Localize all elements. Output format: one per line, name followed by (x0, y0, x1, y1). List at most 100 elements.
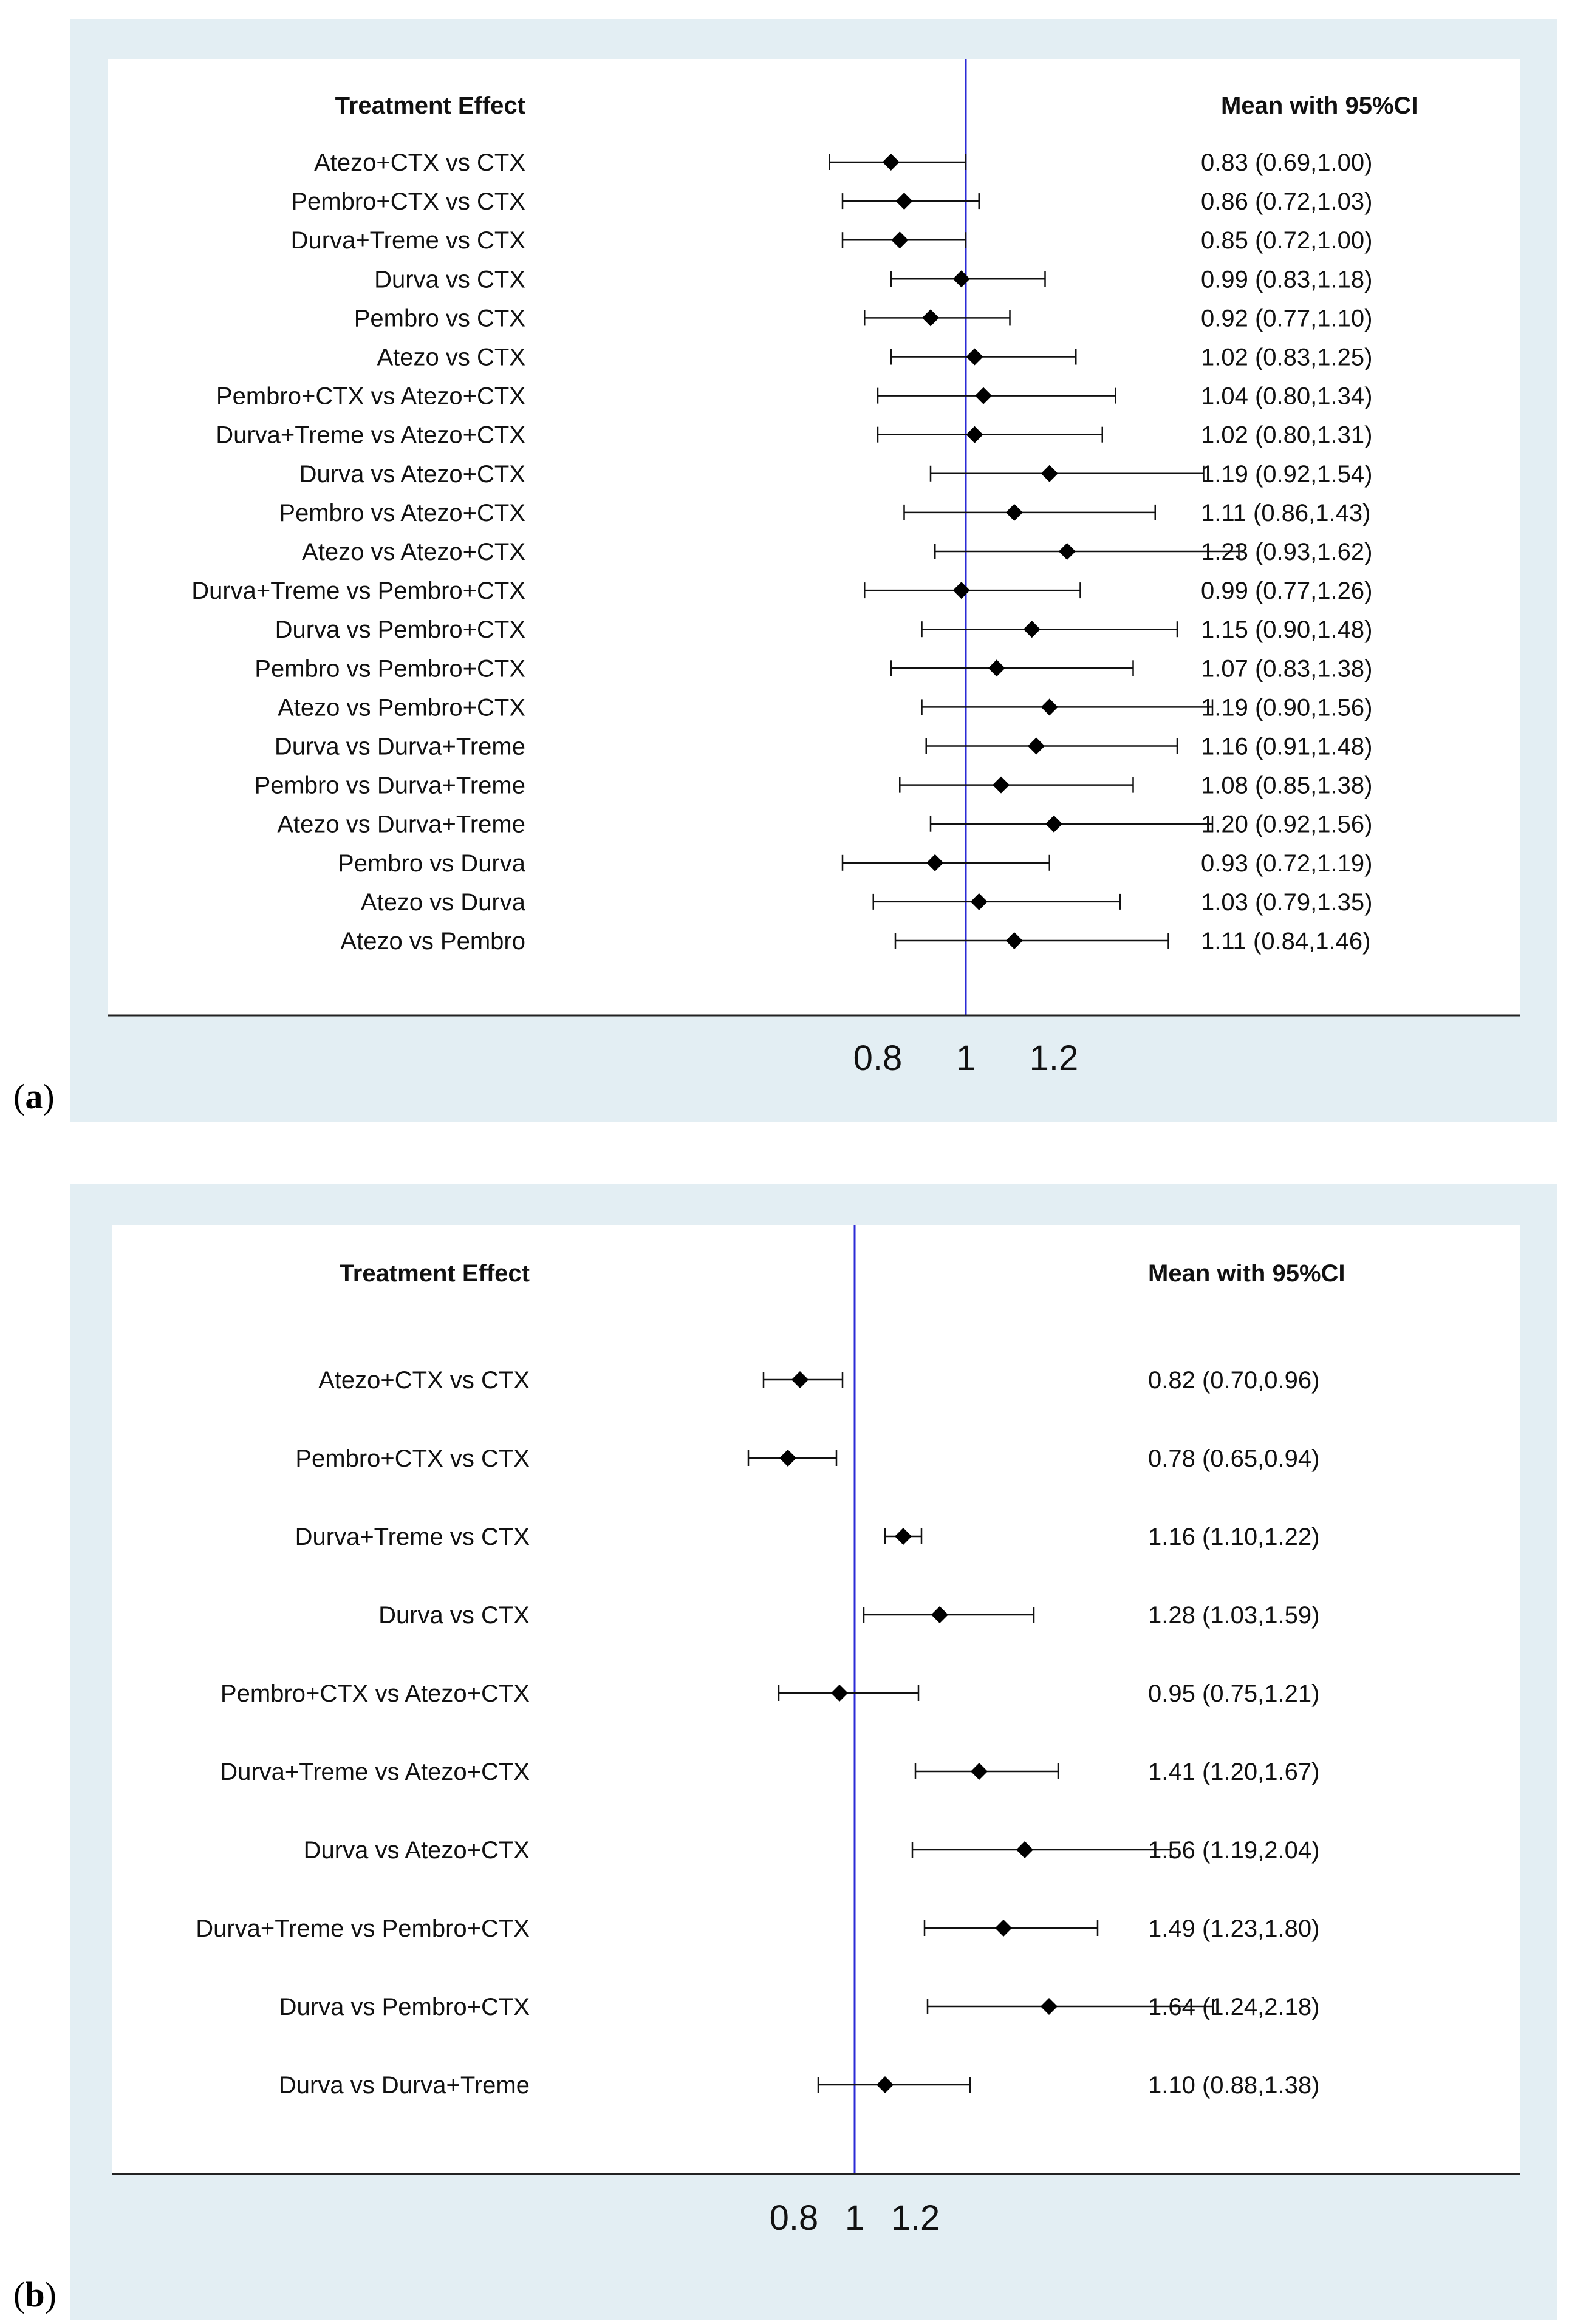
panel-a-row-label: Atezo vs Atezo+CTX (302, 539, 525, 565)
panel-a-row-label: Pembro vs Durva+Treme (255, 772, 525, 799)
panel-a-point-estimate (970, 893, 988, 910)
panel-a-row-estimate-text: 0.99 (0.77,1.26) (1201, 578, 1372, 604)
panel-a-row-label: Atezo vs Pembro (340, 928, 525, 955)
panel-a-row-estimate-text: 1.02 (0.80,1.31) (1201, 422, 1372, 449)
panel-a-point-estimate (1005, 932, 1023, 949)
panel-a-row-estimate-text: 0.92 (0.77,1.10) (1201, 305, 1372, 332)
panel-a-header-mean-ci: Mean with 95%CI (1221, 92, 1418, 119)
panel-b-row-estimate-text: 1.49 (1.23,1.80) (1148, 1915, 1319, 1942)
panel-a-row-label: Durva vs Durva+Treme (275, 734, 525, 760)
panel-b-row-estimate-text: 1.16 (1.10,1.22) (1148, 1524, 1319, 1550)
panel-a-plot-area (108, 59, 1520, 1015)
panel-b-point-estimate (1041, 1998, 1058, 2015)
panel-a-row-label: Atezo vs Durva (361, 889, 526, 916)
panel-a-row-estimate-text: 0.86 (0.72,1.03) (1201, 188, 1372, 215)
panel-a-label: (a) (13, 1077, 55, 1116)
panel-a-row-estimate-text: 1.11 (0.86,1.43) (1201, 500, 1370, 526)
panel-b-point-estimate (791, 1371, 808, 1388)
panel-b-point-estimate (877, 2076, 894, 2093)
panel-a-row-label: Atezo vs CTX (377, 344, 525, 371)
panel-a-row-estimate-text: 0.99 (0.83,1.18) (1201, 266, 1372, 293)
panel-a-row-estimate-text: 1.19 (0.92,1.54) (1201, 461, 1372, 488)
panel-a-point-estimate (1028, 737, 1045, 755)
panel-a-point-estimate (922, 309, 939, 327)
panel-a-row-label: Atezo vs Durva+Treme (277, 811, 525, 838)
panel-b-row-label: Durva+Treme vs CTX (295, 1524, 530, 1550)
panel-b-row-label: Durva vs Pembro+CTX (279, 1994, 530, 2020)
panel-a-x-tick-label: 1 (956, 1038, 976, 1078)
panel-b-row-estimate-text: 1.56 (1.19,2.04) (1148, 1837, 1319, 1864)
panel-a-row-estimate-text: 0.93 (0.72,1.19) (1201, 850, 1372, 877)
panel-a-point-estimate (988, 659, 1005, 677)
panel-a-point-estimate (1045, 815, 1062, 833)
panel-a-row-estimate-text: 1.03 (0.79,1.35) (1201, 889, 1372, 916)
panel-a-x-tick-label: 0.8 (853, 1038, 903, 1078)
panel-b-row-label: Durva+Treme vs Pembro+CTX (196, 1915, 530, 1942)
panel-b-row-estimate-text: 0.82 (0.70,0.96) (1148, 1367, 1319, 1394)
panel-a-point-estimate (882, 154, 900, 171)
panel-a-point-estimate (993, 776, 1010, 794)
panel-a-point-estimate (895, 193, 913, 210)
panel-b-header-mean-ci: Mean with 95%CI (1148, 1260, 1345, 1287)
panel-a-row-estimate-text: 1.04 (0.80,1.34) (1201, 383, 1372, 410)
panel-a-point-estimate (1058, 543, 1076, 560)
panel-a-point-estimate (1005, 503, 1023, 521)
panel-a-row-estimate-text: 1.15 (0.90,1.48) (1201, 616, 1372, 643)
panel-a-row-estimate-text: 1.23 (0.93,1.62) (1201, 539, 1372, 565)
panel-b-point-estimate (895, 1528, 912, 1545)
panel-a-point-estimate (975, 387, 992, 404)
panel-a-row-label: Pembro+CTX vs Atezo+CTX (216, 383, 525, 410)
panel-b-point-estimate (779, 1450, 796, 1467)
panel-b-point-estimate (995, 1920, 1012, 1937)
panel-a-row-label: Durva+Treme vs Pembro+CTX (191, 578, 525, 604)
panel-b-row-label: Atezo+CTX vs CTX (318, 1367, 530, 1394)
panel-a-header-treatment-effect: Treatment Effect (335, 92, 525, 119)
panel-b-row-estimate-text: 1.64 (1.24,2.18) (1148, 1994, 1319, 2020)
panel-a-row-label: Durva+Treme vs Atezo+CTX (216, 422, 525, 449)
panel-b-header-treatment-effect: Treatment Effect (340, 1260, 530, 1287)
panel-a-row-label: Atezo+CTX vs CTX (314, 149, 525, 176)
panel-a-row-label: Durva vs CTX (374, 266, 525, 293)
panel-b-x-tick-label: 1 (845, 2198, 864, 2238)
panel-b-row-label: Durva vs Durva+Treme (279, 2072, 530, 2099)
panel-b-row-estimate-text: 1.10 (0.88,1.38) (1148, 2072, 1319, 2099)
panel-b-plot-area (112, 1225, 1520, 2174)
panel-a-row-estimate-text: 1.19 (0.90,1.56) (1201, 694, 1372, 721)
panel-b-row-label: Durva vs Atezo+CTX (304, 1837, 530, 1864)
panel-b-row-label: Durva+Treme vs Atezo+CTX (220, 1759, 530, 1785)
panel-b-row-estimate-text: 1.41 (1.20,1.67) (1148, 1759, 1319, 1785)
panel-a-point-estimate (1023, 621, 1041, 638)
panel-b-row-estimate-text: 1.28 (1.03,1.59) (1148, 1602, 1319, 1629)
panel-a-x-tick-label: 1.2 (1030, 1038, 1079, 1078)
panel-a-point-estimate (891, 231, 909, 249)
panel-a-row-label: Pembro vs CTX (354, 305, 525, 332)
panel-a-row-label: Durva vs Pembro+CTX (275, 616, 525, 643)
panel-a-row-label: Atezo vs Pembro+CTX (278, 694, 525, 721)
panel-a-row-estimate-text: 1.07 (0.83,1.38) (1201, 655, 1372, 682)
panel-a-row-estimate-text: 0.83 (0.69,1.00) (1201, 149, 1372, 176)
panel-a-row-label: Pembro vs Atezo+CTX (279, 500, 525, 526)
panel-a-row-estimate-text: 1.02 (0.83,1.25) (1201, 344, 1372, 371)
panel-b-row-label: Pembro+CTX vs CTX (295, 1445, 530, 1472)
panel-a-row-label: Pembro vs Pembro+CTX (255, 655, 525, 682)
panel-b-label: (b) (13, 2275, 56, 2314)
panel-a-row-estimate-text: 0.85 (0.72,1.00) (1201, 227, 1372, 254)
panel-b-row-label: Pembro+CTX vs Atezo+CTX (220, 1680, 530, 1707)
panel-a-row-label: Durva+Treme vs CTX (291, 227, 525, 254)
panel-a-point-estimate (966, 348, 983, 366)
panel-a-point-estimate (966, 426, 983, 443)
panel-a-row-label: Durva vs Atezo+CTX (299, 461, 525, 488)
panel-b-row-estimate-text: 0.78 (0.65,0.94) (1148, 1445, 1319, 1472)
panel-a-point-estimate (952, 582, 970, 599)
panel-b-point-estimate (1016, 1841, 1033, 1858)
panel-b-point-estimate (931, 1606, 948, 1623)
panel-b-row-estimate-text: 0.95 (0.75,1.21) (1148, 1680, 1319, 1707)
panel-a-point-estimate (926, 854, 944, 871)
panel-b-x-tick-label: 0.8 (770, 2198, 819, 2238)
panel-a-row-estimate-text: 1.11 (0.84,1.46) (1201, 928, 1370, 955)
panel-a-row-estimate-text: 1.20 (0.92,1.56) (1201, 811, 1372, 838)
panel-a-row-label: Pembro+CTX vs CTX (291, 188, 525, 215)
panel-a-row-estimate-text: 1.08 (0.85,1.38) (1201, 772, 1372, 799)
panel-b-point-estimate (971, 1763, 988, 1780)
